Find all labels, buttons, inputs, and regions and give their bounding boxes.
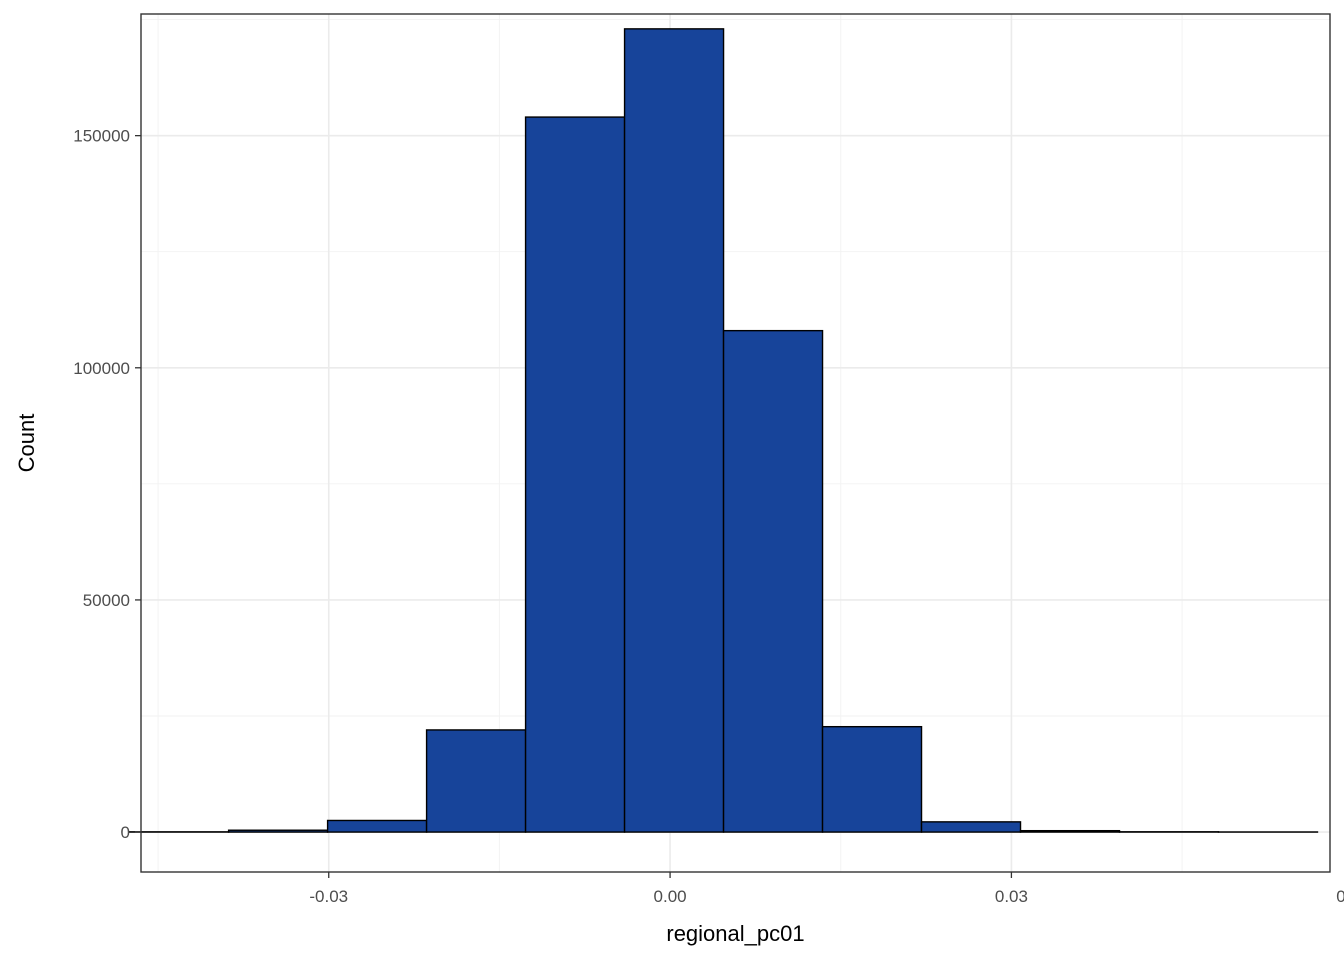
x-tick-label: 0.03 [995,887,1028,906]
x-tick-label: -0.03 [309,887,348,906]
histogram-bar-7 [821,725,923,833]
histogram-bar-5 [623,28,725,833]
histogram-bar-1 [227,829,329,833]
histogram-bar-2 [326,819,428,833]
y-tick-label: 50000 [83,591,130,610]
x-tick-label: 0.00 [654,887,687,906]
panel-border [140,13,1331,873]
histogram-bar-4 [524,116,626,833]
x-axis-title: regional_pc01 [666,921,804,946]
histogram-bar-8 [920,821,1022,833]
y-tick-label: 0 [121,823,130,842]
histogram-bar-6 [722,329,824,833]
y-axis-title: Count [14,414,39,473]
y-tick-label: 100000 [73,359,130,378]
y-tick-label: 150000 [73,127,130,146]
histogram-bar-3 [425,729,527,833]
x-tick-label: 0.06 [1336,887,1344,906]
y-axis: 0 50000 100000 150000 [73,127,141,842]
histogram-bars [128,28,1319,833]
x-axis: -0.03 0.00 0.03 0.06 [309,872,1344,906]
histogram-bar-9 [1019,829,1121,833]
